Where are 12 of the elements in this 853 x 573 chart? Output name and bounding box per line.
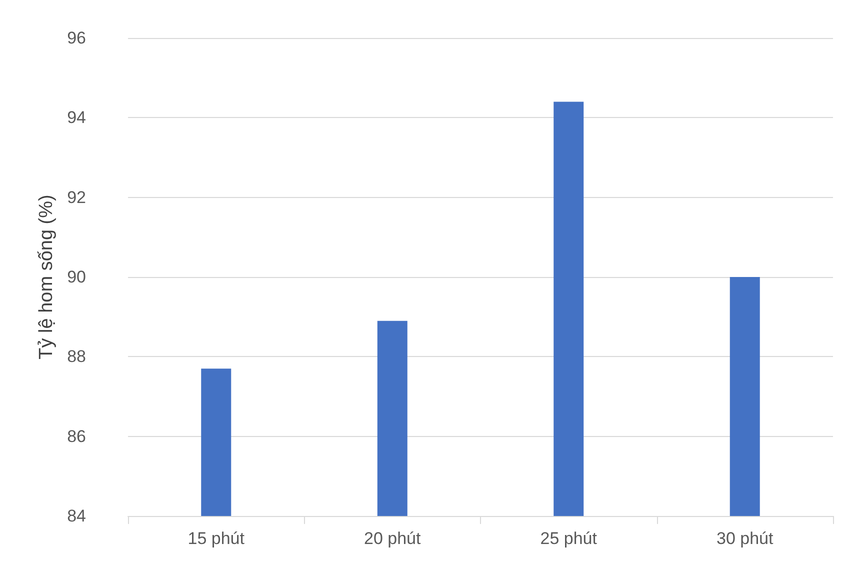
x-tick-label: 20 phút	[364, 529, 422, 548]
x-tick-label: 25 phút	[540, 529, 598, 548]
y-tick-label: 84	[67, 506, 86, 526]
y-tick-label: 86	[67, 426, 86, 446]
y-tick-label: 94	[67, 108, 86, 128]
x-tick-label: 15 phút	[188, 529, 245, 548]
x-tick-label: 30 phút	[716, 529, 774, 548]
y-axis-title: Tỷ lệ hom sống (%)	[36, 194, 58, 360]
y-tick-label: 90	[67, 268, 86, 286]
y-tick-label: 92	[67, 188, 86, 207]
y-tick-label: 88	[67, 347, 86, 366]
y-tick-label: 96	[67, 28, 86, 48]
